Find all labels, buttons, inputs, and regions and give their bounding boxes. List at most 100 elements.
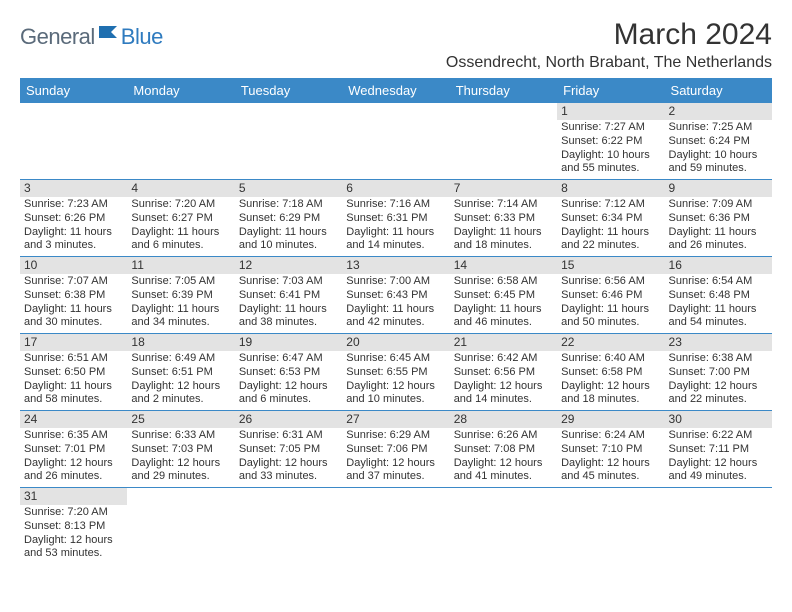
sunrise-line: Sunrise: 6:26 AM [454, 429, 553, 443]
sunset-line: Sunset: 6:27 PM [131, 212, 230, 226]
sunrise-line: Sunrise: 7:00 AM [346, 275, 445, 289]
sunrise-line: Sunrise: 7:16 AM [346, 198, 445, 212]
page-title: March 2024 [614, 18, 772, 52]
header-row: General Blue March 2024 [20, 18, 772, 52]
sunset-line: Sunset: 6:58 PM [561, 366, 660, 380]
calendar-day-cell: 4Sunrise: 7:20 AMSunset: 6:27 PMDaylight… [127, 180, 234, 257]
sunrise-line: Sunrise: 6:42 AM [454, 352, 553, 366]
daylight-line: Daylight: 11 hours and 3 minutes. [24, 226, 123, 254]
calendar-day-cell: 14Sunrise: 6:58 AMSunset: 6:45 PMDayligh… [450, 257, 557, 334]
sunset-line: Sunset: 6:29 PM [239, 212, 338, 226]
calendar-day-cell: 9Sunrise: 7:09 AMSunset: 6:36 PMDaylight… [665, 180, 772, 257]
calendar-day-cell: 13Sunrise: 7:00 AMSunset: 6:43 PMDayligh… [342, 257, 449, 334]
sunset-line: Sunset: 7:03 PM [131, 443, 230, 457]
calendar-week-row: 17Sunrise: 6:51 AMSunset: 6:50 PMDayligh… [20, 334, 772, 411]
sunrise-line: Sunrise: 7:12 AM [561, 198, 660, 212]
day-number: 20 [342, 334, 449, 351]
calendar-day-cell [235, 488, 342, 565]
sunset-line: Sunset: 6:45 PM [454, 289, 553, 303]
calendar-day-cell: 30Sunrise: 6:22 AMSunset: 7:11 PMDayligh… [665, 411, 772, 488]
sunset-line: Sunset: 6:34 PM [561, 212, 660, 226]
daylight-line: Daylight: 12 hours and 33 minutes. [239, 457, 338, 485]
sunrise-line: Sunrise: 6:58 AM [454, 275, 553, 289]
calendar-day-cell [342, 103, 449, 180]
daylight-line: Daylight: 12 hours and 49 minutes. [669, 457, 768, 485]
calendar-day-cell [450, 103, 557, 180]
daylight-line: Daylight: 12 hours and 45 minutes. [561, 457, 660, 485]
calendar-table: Sunday Monday Tuesday Wednesday Thursday… [20, 78, 772, 564]
day-number: 25 [127, 411, 234, 428]
calendar-day-cell: 26Sunrise: 6:31 AMSunset: 7:05 PMDayligh… [235, 411, 342, 488]
sunset-line: Sunset: 6:38 PM [24, 289, 123, 303]
sunrise-line: Sunrise: 6:51 AM [24, 352, 123, 366]
sunset-line: Sunset: 6:41 PM [239, 289, 338, 303]
calendar-week-row: 3Sunrise: 7:23 AMSunset: 6:26 PMDaylight… [20, 180, 772, 257]
sunset-line: Sunset: 6:48 PM [669, 289, 768, 303]
day-number: 22 [557, 334, 664, 351]
calendar-week-row: 31Sunrise: 7:20 AMSunset: 8:13 PMDayligh… [20, 488, 772, 565]
weekday-header: Tuesday [235, 78, 342, 103]
sunrise-line: Sunrise: 6:40 AM [561, 352, 660, 366]
sunset-line: Sunset: 6:43 PM [346, 289, 445, 303]
sunrise-line: Sunrise: 7:25 AM [669, 121, 768, 135]
calendar-day-cell [342, 488, 449, 565]
brand-part1: General [20, 24, 95, 50]
day-number: 1 [557, 103, 664, 120]
calendar-week-row: 10Sunrise: 7:07 AMSunset: 6:38 PMDayligh… [20, 257, 772, 334]
calendar-day-cell: 15Sunrise: 6:56 AMSunset: 6:46 PMDayligh… [557, 257, 664, 334]
day-number: 23 [665, 334, 772, 351]
day-number: 18 [127, 334, 234, 351]
sunset-line: Sunset: 6:26 PM [24, 212, 123, 226]
daylight-line: Daylight: 12 hours and 26 minutes. [24, 457, 123, 485]
calendar-day-cell: 12Sunrise: 7:03 AMSunset: 6:41 PMDayligh… [235, 257, 342, 334]
sunset-line: Sunset: 7:06 PM [346, 443, 445, 457]
day-number: 13 [342, 257, 449, 274]
day-number: 30 [665, 411, 772, 428]
sunrise-line: Sunrise: 7:18 AM [239, 198, 338, 212]
daylight-line: Daylight: 12 hours and 18 minutes. [561, 380, 660, 408]
sunrise-line: Sunrise: 6:38 AM [669, 352, 768, 366]
weekday-header: Saturday [665, 78, 772, 103]
day-number: 24 [20, 411, 127, 428]
day-number: 14 [450, 257, 557, 274]
brand-part2: Blue [121, 24, 163, 50]
daylight-line: Daylight: 11 hours and 14 minutes. [346, 226, 445, 254]
calendar-day-cell: 3Sunrise: 7:23 AMSunset: 6:26 PMDaylight… [20, 180, 127, 257]
sunrise-line: Sunrise: 7:14 AM [454, 198, 553, 212]
calendar-day-cell: 21Sunrise: 6:42 AMSunset: 6:56 PMDayligh… [450, 334, 557, 411]
sunrise-line: Sunrise: 6:33 AM [131, 429, 230, 443]
sunrise-line: Sunrise: 7:05 AM [131, 275, 230, 289]
day-number: 10 [20, 257, 127, 274]
sunrise-line: Sunrise: 6:31 AM [239, 429, 338, 443]
sunset-line: Sunset: 7:08 PM [454, 443, 553, 457]
calendar-day-cell: 29Sunrise: 6:24 AMSunset: 7:10 PMDayligh… [557, 411, 664, 488]
sunrise-line: Sunrise: 6:54 AM [669, 275, 768, 289]
sunset-line: Sunset: 7:00 PM [669, 366, 768, 380]
calendar-day-cell: 25Sunrise: 6:33 AMSunset: 7:03 PMDayligh… [127, 411, 234, 488]
calendar-day-cell: 10Sunrise: 7:07 AMSunset: 6:38 PMDayligh… [20, 257, 127, 334]
daylight-line: Daylight: 11 hours and 34 minutes. [131, 303, 230, 331]
brand-logo: General Blue [20, 18, 163, 50]
calendar-day-cell: 1Sunrise: 7:27 AMSunset: 6:22 PMDaylight… [557, 103, 664, 180]
weekday-header: Friday [557, 78, 664, 103]
calendar-day-cell: 16Sunrise: 6:54 AMSunset: 6:48 PMDayligh… [665, 257, 772, 334]
calendar-day-cell [20, 103, 127, 180]
daylight-line: Daylight: 11 hours and 50 minutes. [561, 303, 660, 331]
day-number: 16 [665, 257, 772, 274]
day-number: 4 [127, 180, 234, 197]
calendar-week-row: 1Sunrise: 7:27 AMSunset: 6:22 PMDaylight… [20, 103, 772, 180]
sunset-line: Sunset: 6:46 PM [561, 289, 660, 303]
day-number: 31 [20, 488, 127, 505]
day-number: 19 [235, 334, 342, 351]
calendar-day-cell [450, 488, 557, 565]
daylight-line: Daylight: 12 hours and 6 minutes. [239, 380, 338, 408]
daylight-line: Daylight: 12 hours and 37 minutes. [346, 457, 445, 485]
location-subtitle: Ossendrecht, North Brabant, The Netherla… [20, 54, 772, 72]
calendar-day-cell: 2Sunrise: 7:25 AMSunset: 6:24 PMDaylight… [665, 103, 772, 180]
calendar-day-cell: 19Sunrise: 6:47 AMSunset: 6:53 PMDayligh… [235, 334, 342, 411]
sunset-line: Sunset: 6:39 PM [131, 289, 230, 303]
daylight-line: Daylight: 10 hours and 55 minutes. [561, 149, 660, 177]
daylight-line: Daylight: 10 hours and 59 minutes. [669, 149, 768, 177]
sunset-line: Sunset: 6:36 PM [669, 212, 768, 226]
sunset-line: Sunset: 6:31 PM [346, 212, 445, 226]
